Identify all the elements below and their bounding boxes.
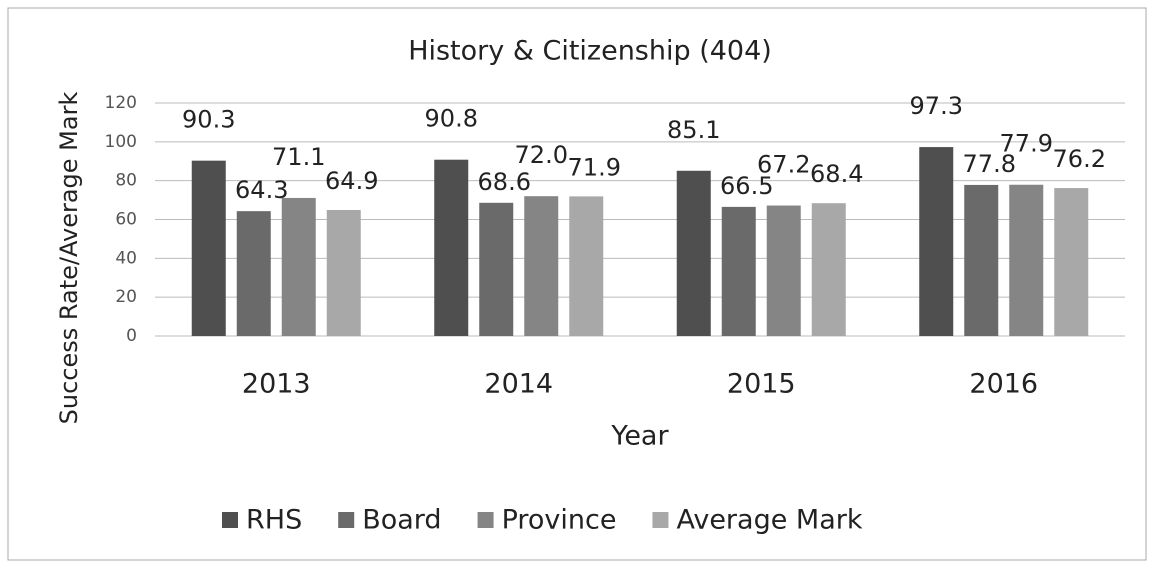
value-label: 71.1 bbox=[272, 143, 325, 171]
value-label: 67.2 bbox=[757, 151, 810, 179]
value-label: 97.3 bbox=[910, 92, 963, 120]
bar bbox=[1054, 188, 1089, 336]
bar bbox=[524, 196, 559, 336]
legend-swatch bbox=[652, 512, 669, 528]
x-tick-label: 2013 bbox=[242, 369, 311, 400]
value-label: 68.6 bbox=[478, 168, 531, 196]
legend-label: Average Mark bbox=[676, 505, 862, 536]
y-tick-label: 20 bbox=[115, 287, 137, 307]
legend: RHS Board Province Average Mark bbox=[222, 505, 863, 536]
value-label: 64.3 bbox=[235, 176, 288, 204]
y-tick-label: 100 bbox=[105, 132, 137, 152]
bar bbox=[811, 203, 846, 336]
x-tick-label: 2015 bbox=[727, 369, 796, 400]
value-label: 66.5 bbox=[720, 172, 773, 200]
y-tick-label: 40 bbox=[115, 248, 137, 268]
bar bbox=[326, 209, 361, 336]
value-label: 90.8 bbox=[425, 105, 478, 133]
bar bbox=[281, 197, 316, 336]
bar bbox=[1009, 184, 1044, 336]
bar bbox=[964, 184, 999, 336]
legend-swatch bbox=[477, 512, 494, 528]
legend-swatch bbox=[222, 512, 238, 528]
chart-title: History & Citizenship (404) bbox=[408, 36, 772, 67]
value-label: 72.0 bbox=[515, 141, 568, 169]
legend-label: Province bbox=[502, 505, 617, 536]
bar bbox=[766, 205, 801, 336]
value-label: 68.4 bbox=[810, 160, 863, 188]
x-tick-label: 2016 bbox=[969, 369, 1038, 400]
x-tick-label: 2014 bbox=[484, 369, 553, 400]
y-tick-label: 120 bbox=[105, 93, 137, 113]
y-tick-label: 80 bbox=[115, 171, 137, 191]
value-label: 71.9 bbox=[568, 153, 621, 181]
legend-label: RHS bbox=[246, 505, 302, 536]
value-label: 76.2 bbox=[1053, 145, 1106, 173]
bar bbox=[676, 170, 711, 336]
value-label: 85.1 bbox=[667, 116, 720, 144]
y-tick-label: 60 bbox=[115, 210, 137, 230]
bar bbox=[721, 206, 756, 336]
bar bbox=[919, 147, 954, 336]
bar bbox=[191, 160, 226, 336]
bar bbox=[479, 202, 514, 336]
y-axis-title: Success Rate/Average Mark bbox=[55, 92, 83, 425]
legend-swatch bbox=[338, 512, 355, 528]
x-axis-title: Year bbox=[610, 421, 669, 452]
value-label: 77.8 bbox=[963, 150, 1016, 178]
y-tick-label: 0 bbox=[126, 326, 137, 346]
value-label: 64.9 bbox=[325, 167, 378, 195]
bar bbox=[236, 211, 271, 336]
legend-label: Board bbox=[362, 505, 441, 536]
bar bbox=[569, 196, 604, 336]
value-label: 90.3 bbox=[182, 106, 235, 134]
value-label: 77.9 bbox=[1000, 130, 1053, 158]
bar bbox=[434, 159, 469, 336]
